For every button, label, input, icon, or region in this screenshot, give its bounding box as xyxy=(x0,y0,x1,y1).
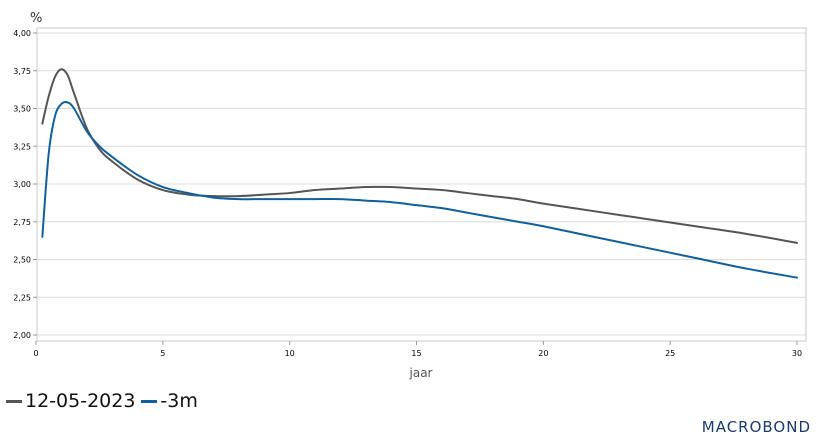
y-tick-label: 2,75 xyxy=(13,218,31,227)
y-tick-label: 3,00 xyxy=(13,180,31,189)
series-lines xyxy=(41,68,798,279)
x-tick-label: 15 xyxy=(411,349,421,358)
gridlines xyxy=(37,32,806,336)
series-line-1 xyxy=(41,68,798,244)
y-tick-label: 3,50 xyxy=(13,105,31,114)
legend-label-series-2: -3m xyxy=(160,390,198,412)
y-tick-label: 2,00 xyxy=(13,331,31,340)
x-tick-label: 20 xyxy=(538,349,548,358)
legend-item-series-2: -3m xyxy=(141,390,198,412)
legend-swatch-series-1 xyxy=(6,399,22,403)
y-tick-label: 2,50 xyxy=(13,256,31,265)
x-tick-label: 30 xyxy=(792,349,802,358)
y-tick-label: 4,00 xyxy=(13,29,31,38)
legend: 12-05-2023 -3m xyxy=(6,390,204,412)
y-axis: 2,00 2,25 2,50 2,75 3,00 3,25 3,50 3,75 4,00 xyxy=(13,29,37,340)
x-tick-label: 25 xyxy=(665,349,675,358)
brand-logo: MACROBOND xyxy=(701,418,811,436)
y-tick-label: 2,25 xyxy=(13,293,31,302)
x-tick-label: 0 xyxy=(33,349,38,358)
legend-swatch-series-2 xyxy=(141,399,158,403)
legend-label-series-1: 12-05-2023 xyxy=(25,390,136,412)
y-tick-label: 3,75 xyxy=(13,67,31,76)
x-tick-label: 5 xyxy=(160,349,165,358)
y-tick-label: 3,25 xyxy=(13,142,31,151)
series-line-2 xyxy=(41,101,798,279)
x-tick-label: 10 xyxy=(285,349,295,358)
y-unit-label: % xyxy=(30,11,42,26)
legend-item-series-1: 12-05-2023 xyxy=(6,390,135,412)
x-axis-title: jaar xyxy=(409,366,433,380)
x-axis: 0 5 10 15 20 25 30 xyxy=(33,341,802,358)
